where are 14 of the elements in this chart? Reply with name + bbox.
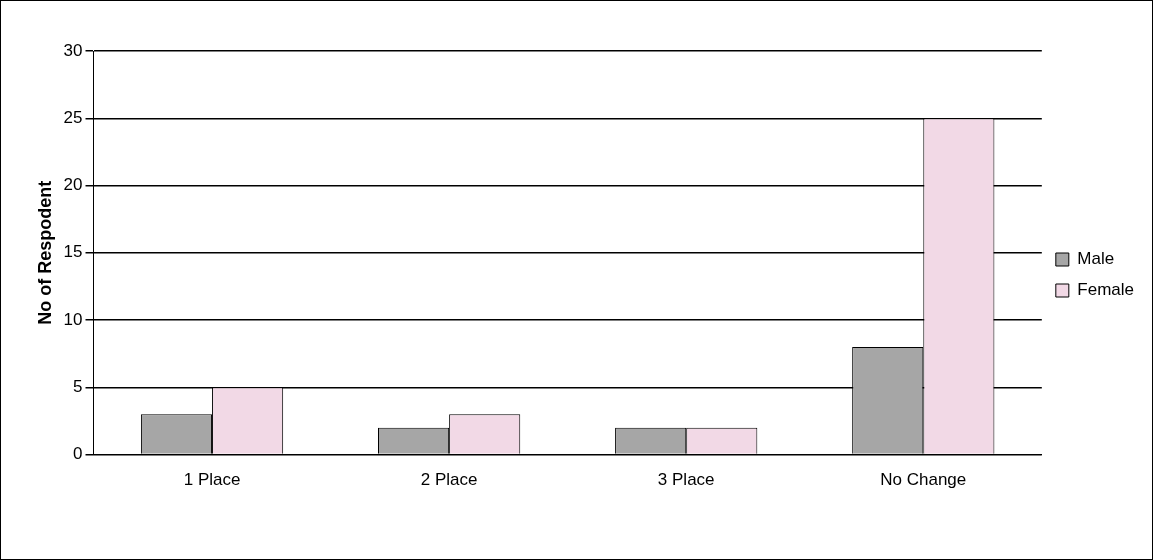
y-tick-label: 20: [63, 175, 83, 195]
x-tick-label: No Change: [880, 470, 967, 490]
y-tick-label: 15: [63, 242, 83, 262]
legend-label: Male: [1077, 249, 1115, 269]
y-tick-label: 5: [73, 377, 83, 397]
y-tick-label: 0: [73, 444, 83, 464]
legend-label: Female: [1077, 280, 1134, 300]
x-tick-label: 3 Place: [657, 470, 715, 490]
y-tick-label: 30: [63, 40, 83, 60]
x-tick-label: 1 Place: [183, 470, 241, 490]
y-axis-title: No of Respodent: [34, 180, 55, 325]
y-tick-label: 10: [63, 309, 83, 329]
y-tick-label: 25: [63, 107, 83, 127]
x-tick-label: 2 Place: [420, 470, 478, 490]
